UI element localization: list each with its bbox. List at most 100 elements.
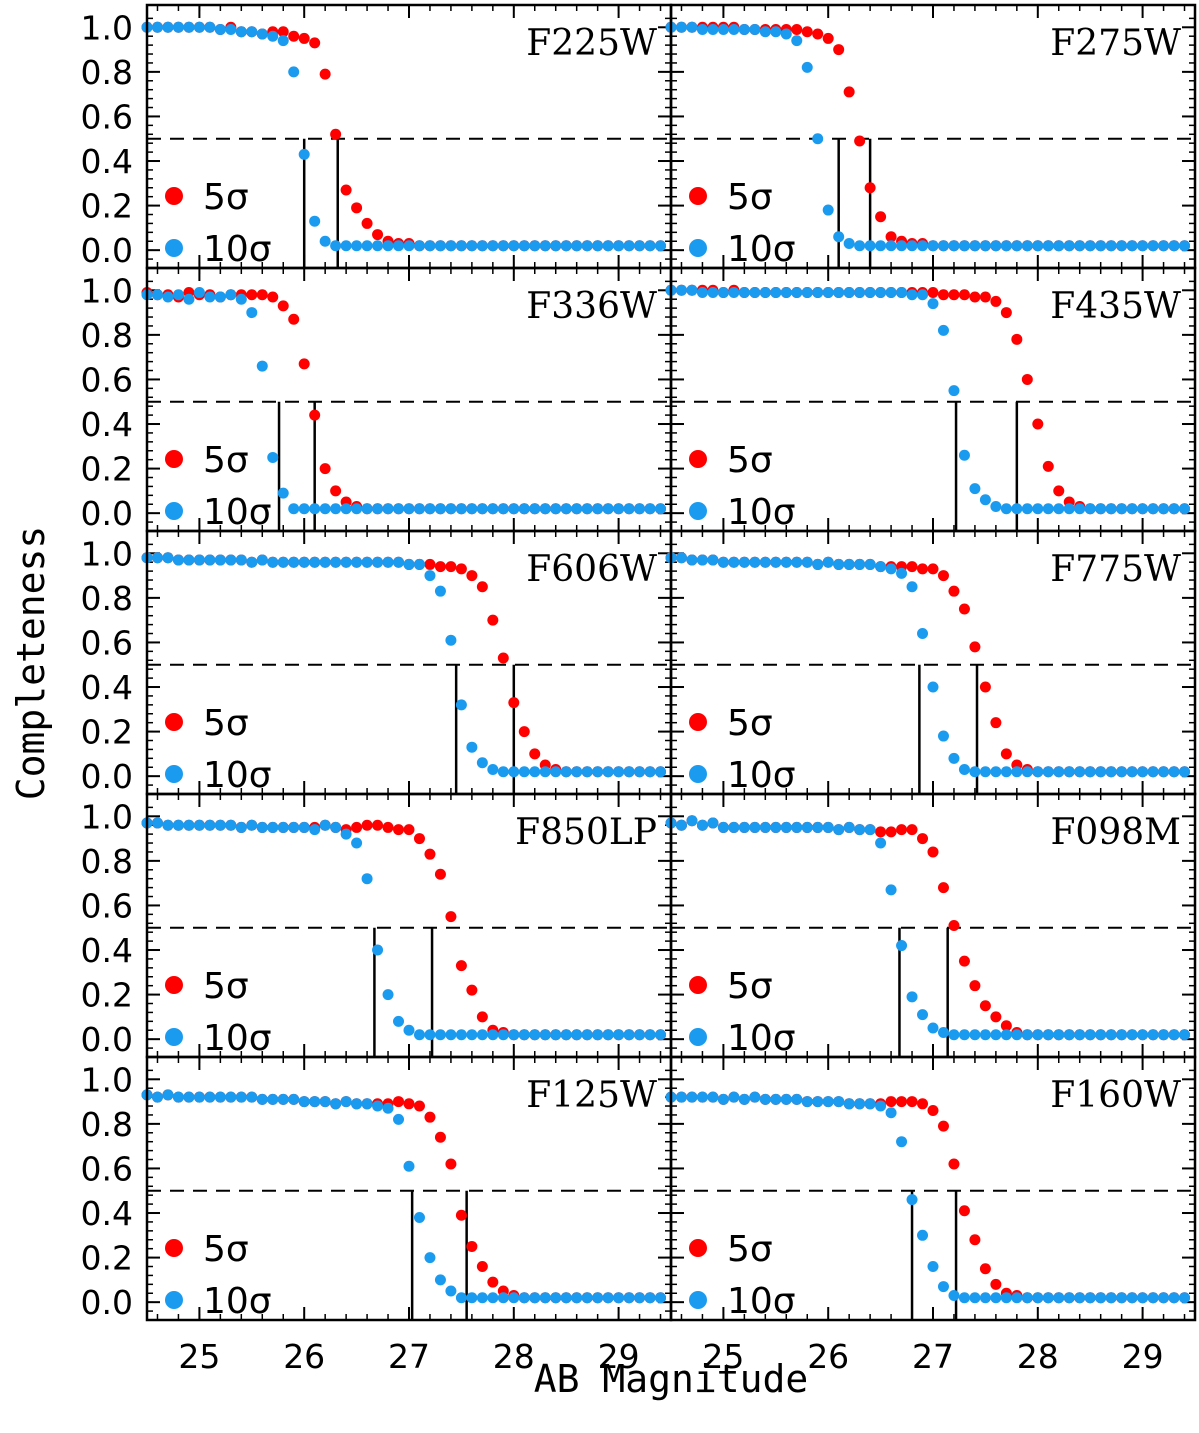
- data-point-blue: [235, 1091, 247, 1103]
- data-point-red: [969, 291, 981, 303]
- data-point-blue: [1074, 503, 1086, 515]
- data-point-blue: [413, 240, 425, 252]
- data-point-blue: [833, 1096, 845, 1108]
- data-point-blue: [728, 556, 740, 568]
- data-point-blue: [738, 821, 750, 833]
- data-point-blue: [759, 287, 771, 299]
- data-point-red: [885, 826, 897, 838]
- data-point-blue: [990, 240, 1002, 252]
- data-point-blue: [309, 503, 321, 515]
- data-point-blue: [571, 503, 583, 515]
- data-point-blue: [791, 35, 803, 47]
- data-point-blue: [749, 821, 761, 833]
- data-point-red: [896, 824, 908, 836]
- data-point-blue: [361, 503, 373, 515]
- data-point-blue: [1116, 766, 1128, 778]
- data-point-blue: [686, 284, 698, 296]
- data-point-blue: [162, 819, 174, 831]
- data-point-blue: [885, 1107, 897, 1119]
- data-point-blue: [770, 26, 782, 38]
- data-point-blue: [655, 1029, 667, 1041]
- panel-f225w: 0.0 0.2 0.4 0.6 0.8 1.0 F225W 5σ 10σ: [81, 3, 673, 270]
- data-point-blue: [319, 556, 331, 568]
- data-point-blue: [246, 556, 258, 568]
- data-point-blue: [539, 240, 551, 252]
- data-point-blue: [445, 240, 457, 252]
- data-point-blue: [539, 1029, 551, 1041]
- data-point-red: [1000, 1020, 1012, 1032]
- data-point-red: [906, 824, 918, 836]
- data-point-blue: [193, 819, 205, 831]
- data-point-blue: [686, 554, 698, 566]
- data-point-blue: [267, 30, 279, 42]
- data-point-red: [246, 289, 258, 301]
- data-point-blue: [917, 289, 929, 301]
- data-point-blue: [896, 287, 908, 299]
- data-point-blue: [1000, 240, 1012, 252]
- data-point-red: [466, 570, 478, 582]
- data-point-blue: [413, 503, 425, 515]
- data-point-red: [937, 1120, 949, 1132]
- y-tick-label: 0.2: [81, 976, 133, 1015]
- data-point-blue: [969, 1292, 981, 1304]
- legend-label: 10σ: [727, 229, 796, 270]
- legend-marker-red: [689, 187, 707, 205]
- data-point-blue: [1137, 240, 1149, 252]
- panel-frame: [669, 1055, 1197, 1322]
- data-point-blue: [330, 556, 342, 568]
- data-point-blue: [979, 240, 991, 252]
- data-point-red: [917, 563, 929, 575]
- data-point-red: [1042, 460, 1054, 472]
- data-point-blue: [864, 824, 876, 836]
- data-point-blue: [256, 360, 268, 372]
- data-point-blue: [623, 240, 635, 252]
- data-point-blue: [854, 558, 866, 570]
- data-point-blue: [214, 554, 226, 566]
- data-point-blue: [550, 240, 562, 252]
- data-point-blue: [634, 240, 646, 252]
- data-point-blue: [267, 556, 279, 568]
- legend-marker-red: [165, 187, 183, 205]
- data-point-blue: [1084, 240, 1096, 252]
- panel-f850lp: 0.0 0.2 0.4 0.6 0.8 1.0 F850LP 5σ 10σ: [81, 792, 673, 1059]
- data-point-blue: [655, 766, 667, 778]
- data-point-blue: [644, 766, 656, 778]
- data-point-blue: [508, 240, 520, 252]
- data-point-blue: [770, 821, 782, 833]
- data-point-blue: [644, 503, 656, 515]
- data-point-blue: [361, 1098, 373, 1110]
- data-point-blue: [696, 24, 708, 36]
- data-point-blue: [717, 821, 729, 833]
- data-point-red: [455, 960, 467, 972]
- data-point-blue: [759, 821, 771, 833]
- data-point-blue: [172, 1091, 184, 1103]
- data-point-blue: [225, 1091, 237, 1103]
- data-point-blue: [529, 1029, 541, 1041]
- data-point-blue: [937, 730, 949, 742]
- y-tick-label: 0.4: [81, 142, 133, 181]
- data-point-blue: [937, 1026, 949, 1038]
- data-point-blue: [413, 558, 425, 570]
- data-point-red: [822, 32, 834, 44]
- data-point-blue: [361, 240, 373, 252]
- data-point-blue: [948, 1289, 960, 1301]
- data-point-red: [288, 30, 300, 42]
- data-point-blue: [298, 821, 310, 833]
- data-point-blue: [277, 1093, 289, 1105]
- data-point-blue: [319, 235, 331, 247]
- data-point-blue: [351, 503, 363, 515]
- data-point-blue: [256, 821, 268, 833]
- data-point-blue: [518, 1292, 530, 1304]
- data-point-blue: [204, 819, 216, 831]
- data-point-blue: [529, 1292, 541, 1304]
- data-point-blue: [896, 1136, 908, 1148]
- data-point-blue: [644, 1029, 656, 1041]
- data-point-blue: [1053, 1029, 1065, 1041]
- data-point-blue: [969, 1029, 981, 1041]
- data-point-blue: [309, 1096, 321, 1108]
- data-point-blue: [351, 837, 363, 849]
- data-point-blue: [843, 287, 855, 299]
- y-tick-label: 0.6: [81, 623, 133, 662]
- data-point-blue: [340, 240, 352, 252]
